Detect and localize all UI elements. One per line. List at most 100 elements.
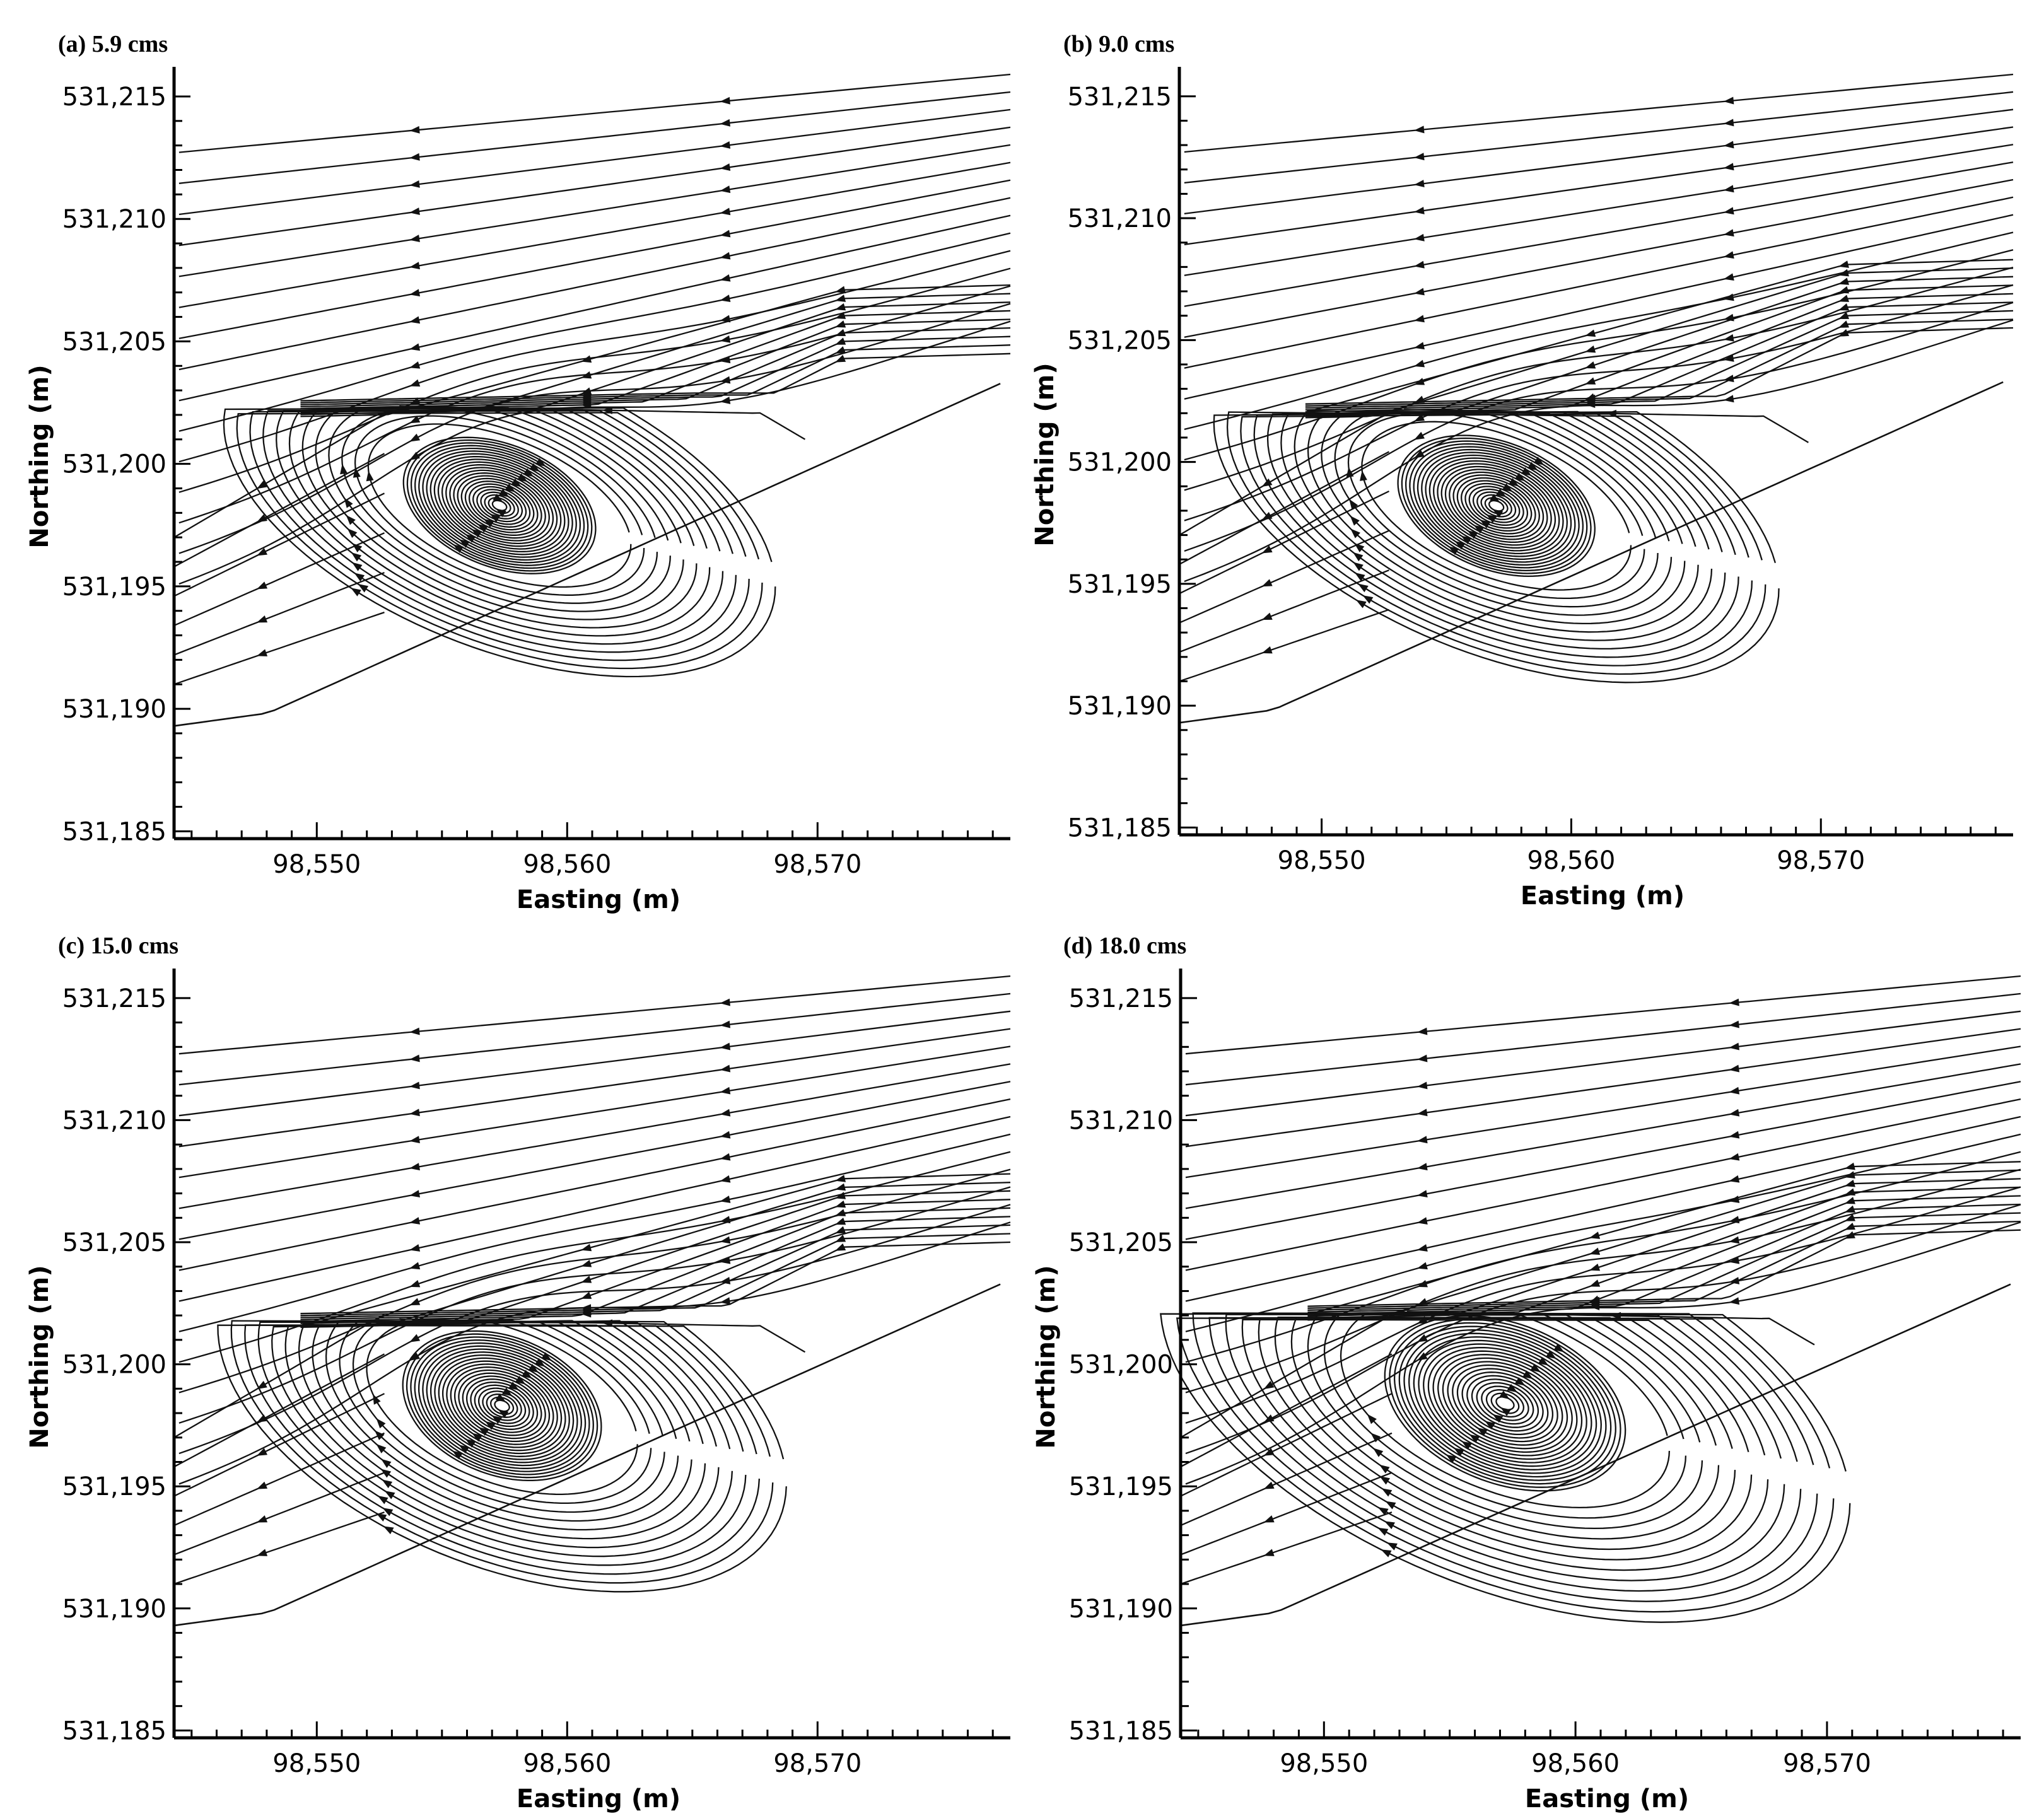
y-tick-label: 531,205 — [62, 327, 166, 356]
recirculation-loop — [315, 407, 684, 620]
flow-arrow — [1453, 1447, 1464, 1457]
x-tick-label: 98,570 — [773, 850, 861, 879]
flow-arrow — [1360, 470, 1367, 481]
flow-arrow — [720, 252, 731, 260]
flow-arrow — [1514, 1377, 1526, 1386]
flow-arrow — [471, 529, 482, 538]
vortex-ring — [1432, 1350, 1578, 1457]
flow-arrow — [720, 1277, 731, 1284]
vortex-ring — [1409, 443, 1584, 569]
vortex-ring — [1472, 488, 1521, 523]
river-bank-boundary — [173, 383, 1001, 727]
vortex-ring — [468, 483, 531, 528]
x-tick-label: 98,550 — [272, 850, 361, 879]
flow-arrow — [1729, 1196, 1740, 1203]
flow-arrow — [1416, 1054, 1428, 1062]
flow-arrow — [409, 415, 421, 424]
flow-arrow — [257, 1481, 268, 1489]
vortex-ring — [453, 1369, 551, 1443]
band-streamline — [300, 293, 1011, 416]
recirculation-loop — [284, 1324, 720, 1549]
flow-arrow — [491, 1415, 503, 1424]
vortex-ring — [1481, 1385, 1529, 1421]
flow-arrow — [1414, 414, 1425, 422]
flow-arrow — [1461, 535, 1472, 545]
free-stream-line — [178, 1081, 1011, 1240]
flow-arrow — [720, 335, 731, 343]
vortex-ring — [418, 447, 581, 564]
flow-arrow — [1261, 612, 1273, 620]
flow-arrow — [835, 354, 846, 363]
flow-arrow — [381, 1458, 392, 1468]
vortex-ring — [441, 1360, 563, 1452]
river-bank-boundary — [173, 1283, 1001, 1627]
flow-arrow — [502, 1387, 513, 1397]
flow-arrow — [351, 588, 361, 597]
vortex-ring — [441, 464, 558, 547]
vortex-ring — [406, 439, 593, 572]
flow-arrow — [1469, 1434, 1480, 1443]
flow-arrow — [522, 1370, 532, 1379]
flow-arrow — [1346, 467, 1354, 478]
flow-arrow — [351, 543, 363, 553]
flow-arrow — [1522, 1370, 1533, 1380]
vortex-ring — [1423, 1343, 1587, 1464]
flow-arrow — [720, 274, 731, 282]
flow-arrow — [1546, 1350, 1556, 1359]
vortex-ring — [1452, 474, 1540, 538]
vortex-ring — [474, 1384, 530, 1428]
band-streamline — [1305, 259, 2014, 413]
flow-arrow — [1723, 395, 1734, 403]
flow-arrow — [1533, 457, 1545, 465]
flow-arrow — [1585, 345, 1596, 353]
vortex-ring — [1405, 440, 1588, 572]
vortex-ring — [1389, 1318, 1621, 1488]
flow-arrow — [720, 294, 731, 303]
flow-arrow — [257, 1380, 267, 1390]
flow-arrow — [1490, 494, 1500, 503]
free-stream-line — [1185, 1221, 2021, 1485]
vortex-ring — [1461, 1371, 1549, 1436]
flow-arrow — [720, 1086, 731, 1095]
free-stream-line — [178, 1186, 1011, 1424]
band-streamline — [1307, 1178, 2021, 1319]
flow-arrow — [409, 1217, 421, 1225]
flow-arrow — [1589, 1231, 1601, 1239]
flow-arrow — [377, 1496, 388, 1505]
flow-arrow — [1261, 545, 1273, 554]
flow-arrow — [1467, 530, 1478, 539]
free-stream-line — [178, 214, 1011, 402]
recirculation-loop — [271, 1320, 733, 1557]
free-stream-line — [178, 1028, 1011, 1148]
flow-arrow — [535, 1358, 546, 1367]
flow-arrow — [1416, 1136, 1428, 1144]
flow-arrow — [1353, 552, 1364, 562]
free-stream-line — [1184, 231, 2014, 431]
vortex-ring — [1440, 465, 1552, 546]
flow-arrow — [1381, 1549, 1392, 1557]
flow-arrow — [1723, 96, 1734, 105]
vortex-ring — [1437, 1354, 1573, 1453]
vortex-ring — [429, 455, 569, 556]
flow-arrow — [720, 1042, 731, 1051]
vortex-ring — [476, 489, 523, 523]
flow-arrow — [1379, 1476, 1391, 1485]
flow-arrow — [409, 1109, 420, 1117]
free-stream-line — [1185, 1115, 2021, 1302]
vortex-ring — [484, 494, 515, 517]
vortex-ring — [494, 1399, 510, 1412]
free-stream-line — [178, 250, 1011, 463]
flow-arrow — [1448, 546, 1459, 556]
free-stream-line — [178, 108, 1011, 216]
vortex-ring — [1456, 477, 1536, 535]
free-stream-line — [178, 320, 1011, 585]
flow-arrow — [1263, 1481, 1275, 1489]
flow-arrow — [409, 262, 420, 270]
flow-arrow — [1496, 488, 1507, 498]
flow-arrow — [1499, 1390, 1510, 1400]
free-stream-line — [178, 1115, 1011, 1302]
approach-line — [173, 1393, 385, 1497]
flow-arrow — [1553, 1343, 1565, 1353]
flow-arrow — [351, 562, 363, 571]
flow-arrow — [1723, 141, 1734, 149]
